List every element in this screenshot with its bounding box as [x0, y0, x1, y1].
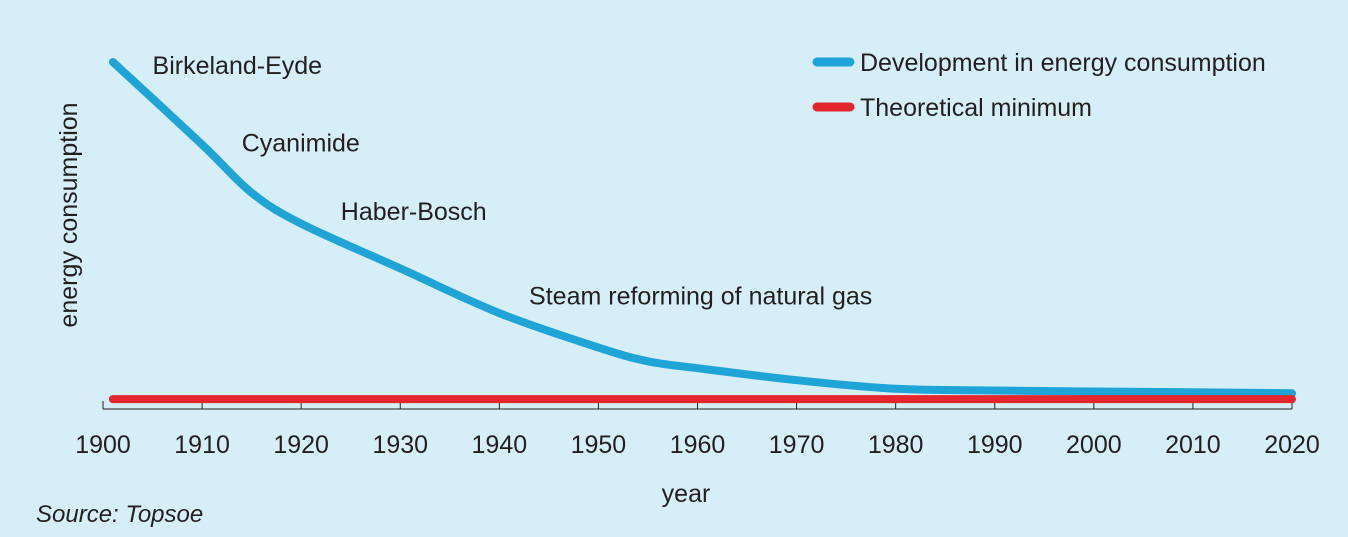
x-axis-tick-labels: 1900 1910 1920 1930 1940 1950 1960 1970 1980 1990…: [75, 431, 1320, 459]
legend-label: Theoretical minimum: [860, 94, 1092, 122]
annotations: Birkeland-Eyde Cyanimide Haber-Bosch Steam …: [153, 52, 873, 310]
annotation-label: Haber-Bosch: [341, 198, 487, 226]
x-tick-label: 1970: [769, 431, 825, 459]
x-tick-label: 1990: [967, 431, 1023, 459]
y-axis-label: energy consumption: [55, 102, 83, 327]
x-tick-label: 1940: [472, 431, 528, 459]
annotation-label: Steam reforming of natural gas: [529, 283, 872, 311]
x-tick-label: 1960: [670, 431, 726, 459]
annotation-label: Cyanimide: [242, 129, 360, 157]
x-axis-label: year: [662, 480, 711, 508]
x-tick-label: 1900: [75, 431, 131, 459]
x-tick-label: 2000: [1066, 431, 1122, 459]
x-tick-label: 1930: [372, 431, 428, 459]
legend: Development in energy consumption Theoret…: [812, 49, 1266, 122]
series-group: [108, 58, 1296, 404]
x-tick-label: 1920: [273, 431, 329, 459]
series-line-0: [108, 58, 1296, 398]
legend-label: Development in energy consumption: [860, 49, 1266, 77]
source-note: Source: Topsoe: [36, 501, 203, 528]
x-tick-label: 2010: [1165, 431, 1221, 459]
x-tick-label: 1910: [174, 431, 230, 459]
x-tick-label: 2020: [1264, 431, 1320, 459]
x-tick-label: 1950: [571, 431, 627, 459]
annotation-label: Birkeland-Eyde: [153, 52, 323, 80]
x-tick-label: 1980: [868, 431, 924, 459]
